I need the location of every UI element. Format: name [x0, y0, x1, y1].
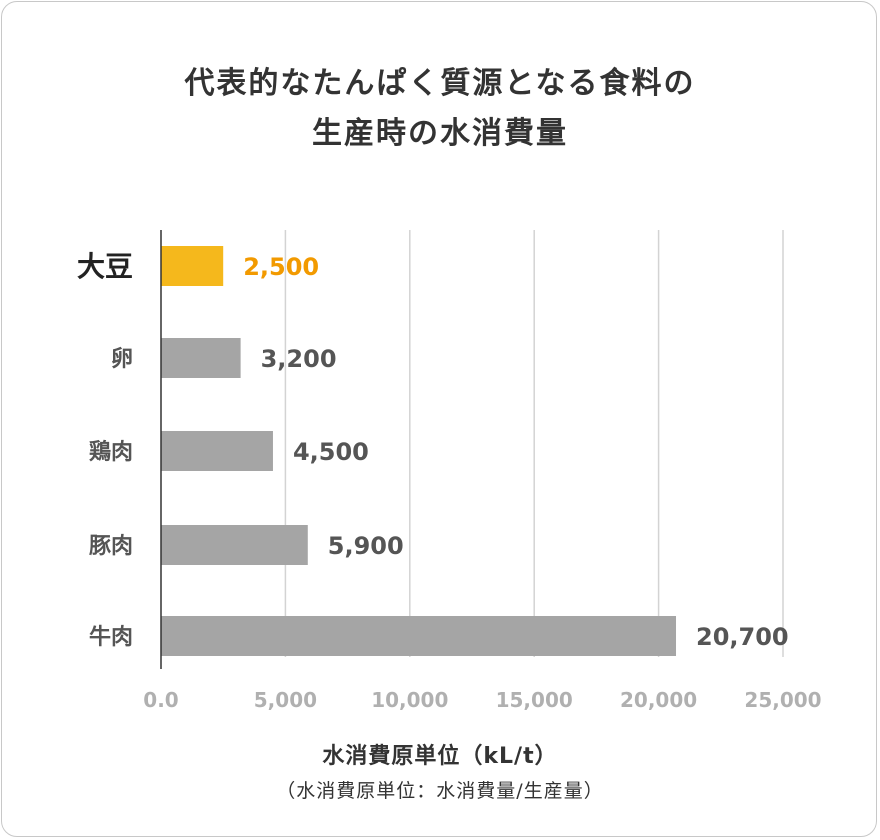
chart-title-line1: 代表的なたんぱく質源となる食料の	[184, 66, 696, 101]
category-label-2: 鶏肉	[89, 440, 133, 465]
value-label-4: 20,700	[696, 623, 789, 651]
category-label-0: 大豆	[77, 250, 133, 283]
x-tick-label-2: 10,000	[371, 688, 448, 712]
value-label-0: 2,500	[243, 253, 319, 281]
bar-0	[161, 246, 224, 286]
x-axis-label: 水消費原単位（kL/t）	[322, 744, 558, 769]
bar-3	[161, 525, 308, 565]
bar-4	[161, 616, 677, 656]
x-tick-label-3: 15,000	[496, 688, 573, 712]
bar-2	[161, 431, 273, 471]
value-label-3: 5,900	[328, 532, 404, 560]
category-label-4: 牛肉	[89, 624, 133, 650]
x-axis-note: （水消費原単位：水消費量/生産量）	[276, 780, 604, 802]
category-label-1: 卵	[111, 347, 133, 372]
x-tick-label-1: 5,000	[254, 688, 317, 712]
bar-1	[161, 338, 241, 378]
value-label-1: 3,200	[261, 345, 337, 373]
x-tick-label-0: 0.0	[143, 688, 178, 712]
x-tick-label-4: 20,000	[620, 688, 697, 712]
x-tick-label-5: 25,000	[744, 688, 821, 712]
chart-title-line2: 生産時の水消費量	[312, 116, 568, 151]
category-label-3: 豚肉	[89, 534, 133, 559]
value-label-2: 4,500	[293, 438, 369, 466]
